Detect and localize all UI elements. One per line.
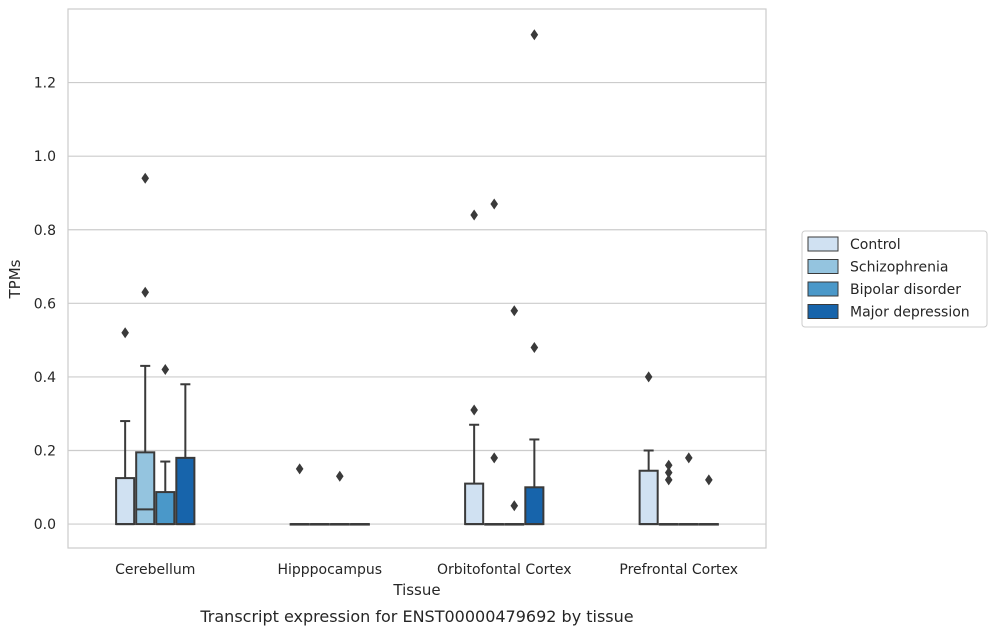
box-bipolar-disorder — [678, 452, 699, 526]
legend-label: Major depression — [850, 305, 970, 321]
y-tick-label: 0.0 — [34, 517, 56, 533]
legend-label: Schizophrenia — [850, 260, 948, 276]
box-major-depression — [524, 29, 545, 526]
outlier-point — [510, 305, 519, 317]
outlier-point — [490, 198, 499, 210]
outlier-point — [141, 172, 150, 184]
outlier-point — [644, 371, 653, 383]
box-bipolar-disorder — [155, 364, 176, 526]
y-tick-label: 1.0 — [34, 149, 56, 165]
y-tick-label: 0.6 — [34, 296, 56, 312]
box-bipolar-disorder — [329, 470, 350, 526]
y-axis-label: TPMs — [6, 259, 24, 299]
legend-swatch — [807, 236, 839, 252]
outlier-point — [664, 474, 673, 486]
chart-title: Transcript expression for ENST0000047969… — [199, 607, 633, 626]
box-groups — [115, 29, 719, 526]
x-tick-label: Prefrontal Cortex — [619, 562, 738, 578]
outlier-point — [705, 474, 713, 486]
box-body — [638, 469, 659, 526]
outlier-point — [510, 500, 519, 512]
box-schizophrenia — [135, 172, 156, 526]
grid-lines — [68, 81, 766, 525]
legend-swatch — [807, 259, 839, 274]
outlier-point — [121, 327, 129, 339]
y-ticks: 0.0 0.2 0.4 0.6 0.8 1.0 1.2 — [34, 76, 56, 534]
outlier-point — [470, 404, 478, 416]
box-schizophrenia — [309, 523, 330, 526]
outlier-point — [161, 364, 170, 376]
x-ticks: Cerebellum Hipppocampus Orbitofontal Corte… — [115, 562, 738, 578]
y-tick-label: 0.4 — [34, 370, 56, 386]
x-axis-label: Tissue — [392, 581, 440, 599]
legend-frame — [801, 230, 988, 328]
y-tick-label: 0.8 — [34, 223, 56, 239]
outlier-point — [530, 341, 539, 353]
x-tick-label: Orbitofontal Cortex — [437, 562, 572, 578]
box-body — [155, 491, 176, 526]
box-bipolar-disorder — [504, 305, 525, 526]
box-body — [115, 477, 136, 526]
outlier-point — [664, 467, 673, 479]
outlier-point — [664, 459, 673, 471]
x-tick-label: Hipppocampus — [277, 562, 382, 578]
box-control — [638, 371, 659, 526]
outlier-point — [684, 452, 693, 464]
box-control — [464, 209, 485, 526]
legend-swatch — [807, 304, 839, 319]
box-body — [464, 482, 485, 526]
box-body — [135, 451, 156, 526]
box-major-depression — [698, 474, 719, 526]
outlier-point — [490, 452, 499, 464]
y-tick-label: 0.2 — [34, 444, 56, 460]
outlier-point — [335, 470, 344, 482]
outlier-point — [530, 29, 539, 41]
legend: Control Schizophrenia Bipolar disorder Majo… — [801, 230, 988, 328]
legend-label: Control — [850, 237, 901, 253]
y-tick-label: 1.2 — [34, 76, 56, 92]
box-body — [524, 486, 545, 526]
box-schizophrenia — [484, 198, 505, 526]
plot-frame — [67, 8, 767, 549]
box-control — [115, 327, 136, 526]
outlier-point — [141, 286, 150, 298]
outlier-point — [470, 209, 478, 221]
legend-swatch — [807, 281, 839, 297]
box-control — [289, 463, 310, 526]
legend-label: Bipolar disorder — [850, 282, 961, 298]
x-tick-label: Cerebellum — [115, 562, 195, 578]
box-schizophrenia — [658, 459, 679, 526]
box-major-depression — [349, 523, 370, 526]
box-major-depression — [175, 383, 196, 526]
box-body — [175, 456, 196, 526]
outlier-point — [295, 463, 304, 475]
